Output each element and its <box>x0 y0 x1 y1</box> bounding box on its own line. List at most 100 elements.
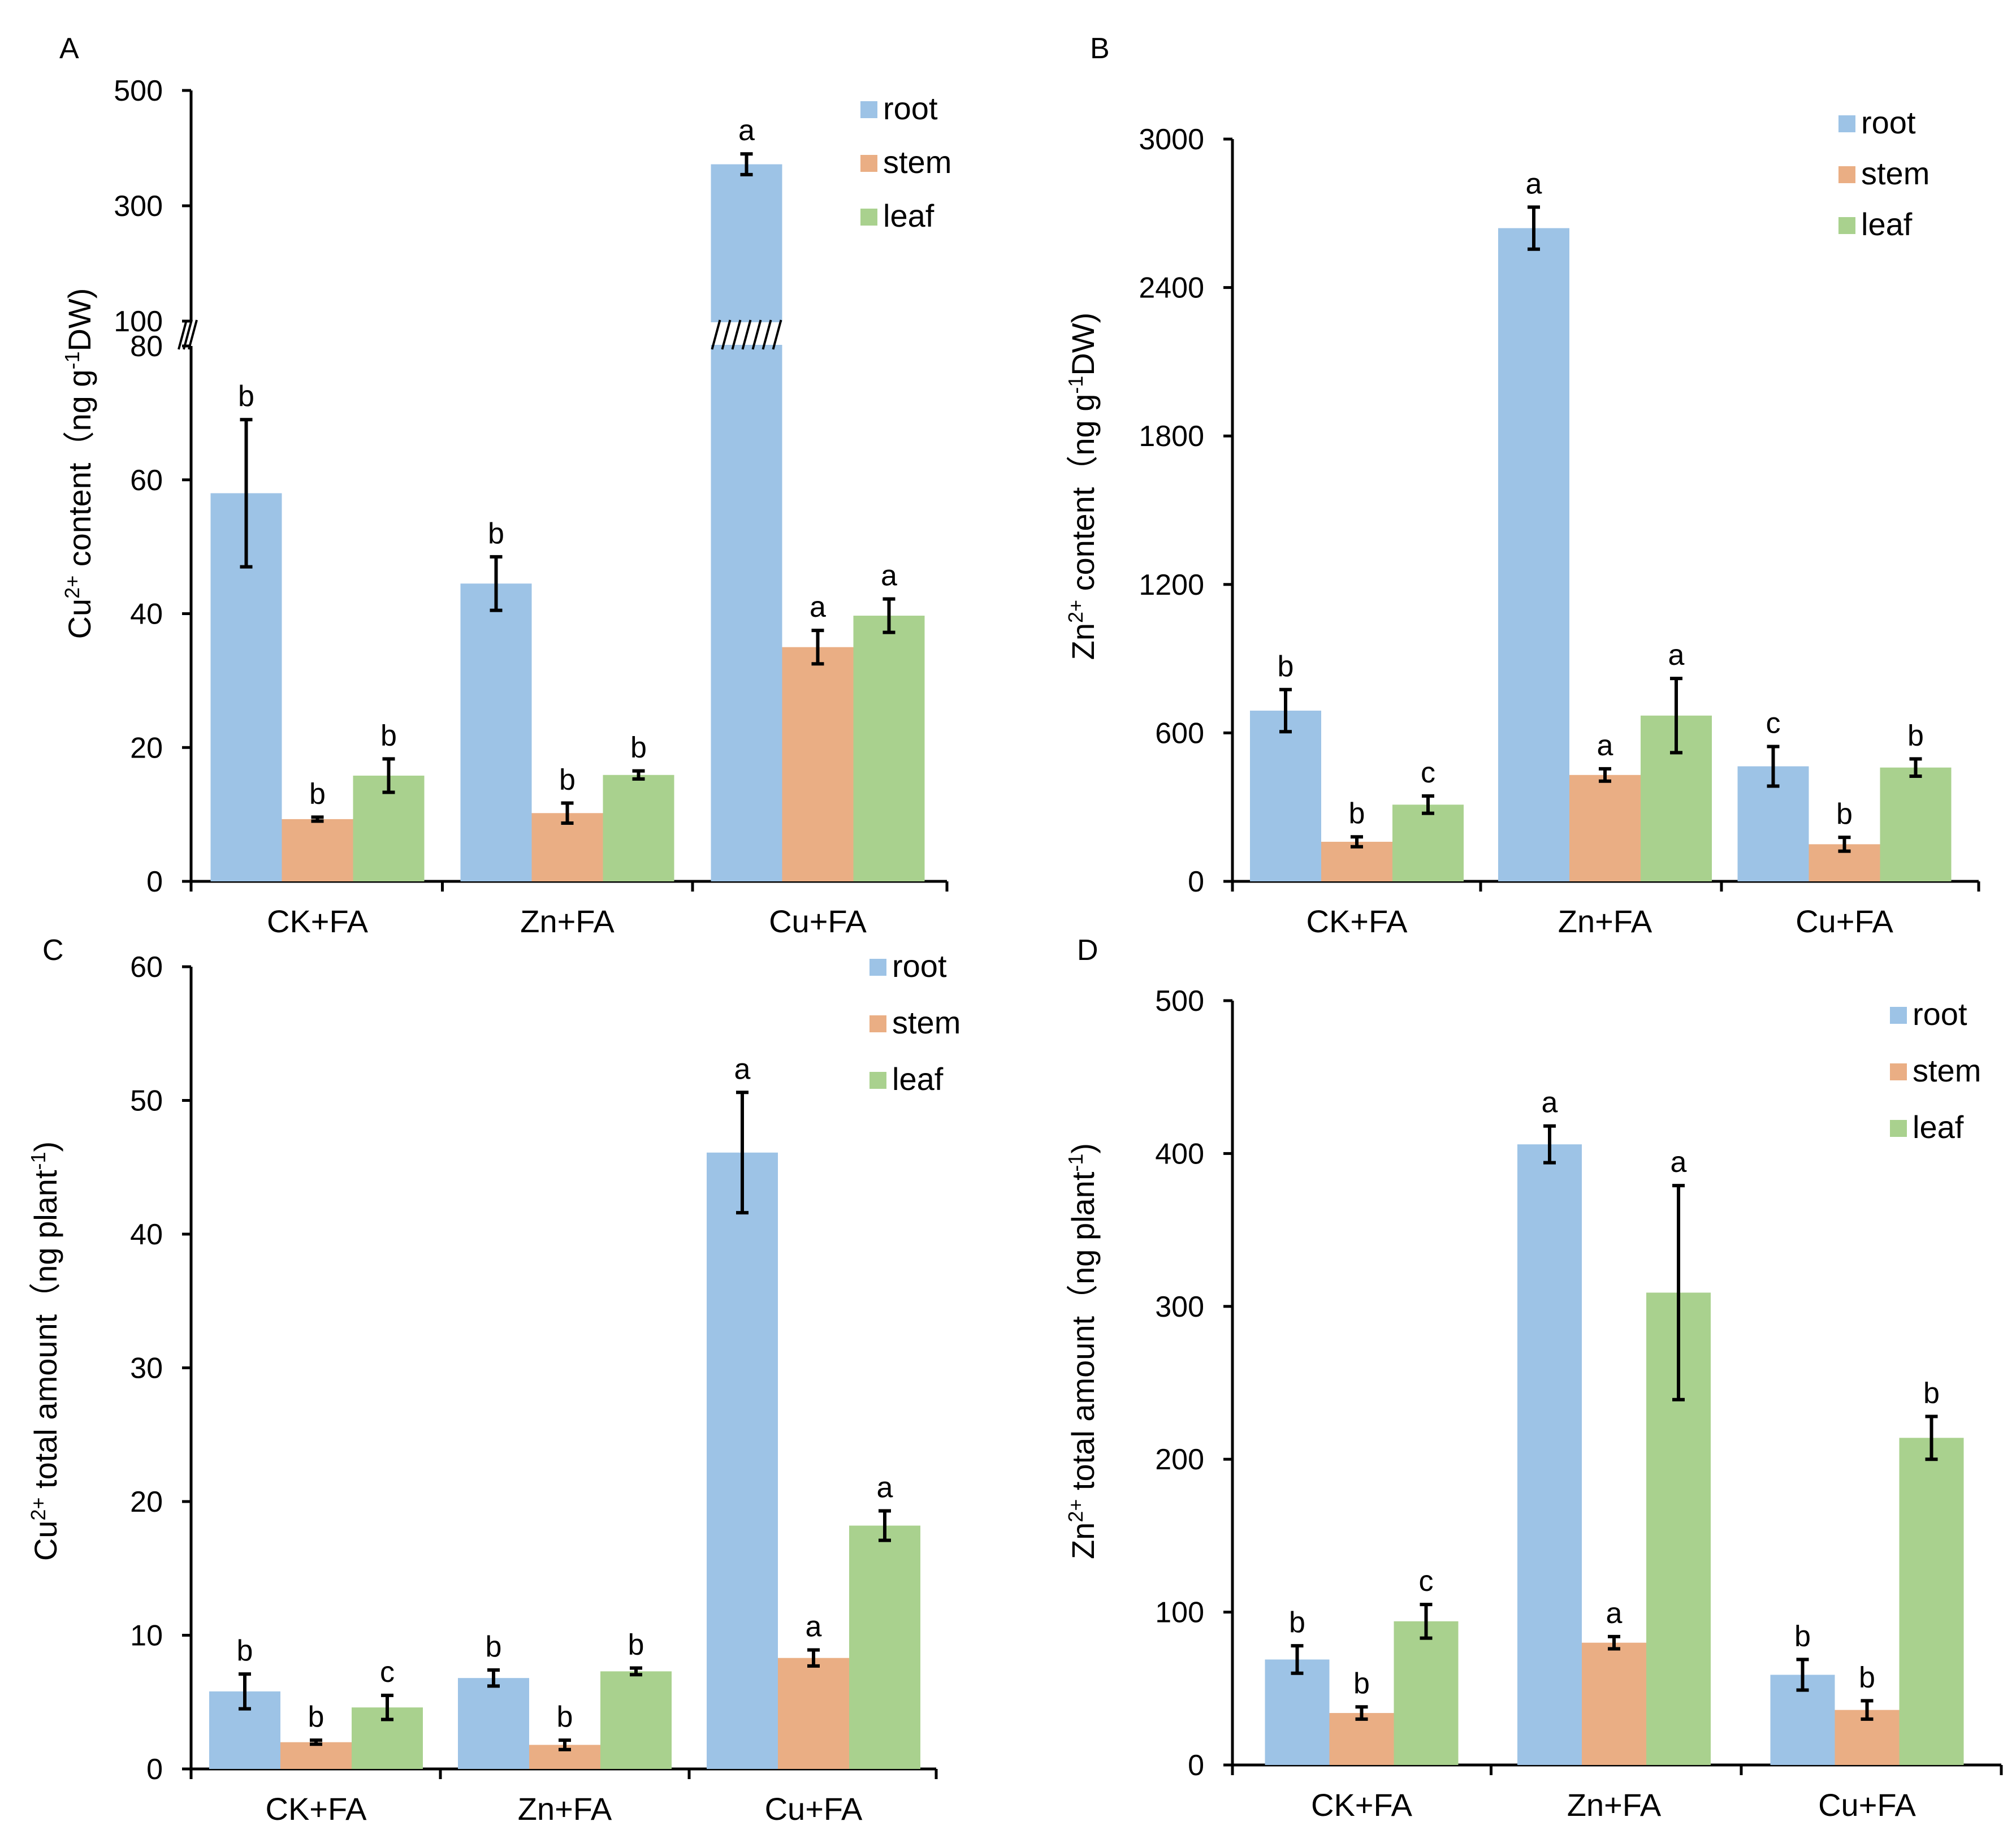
category-label: Zn+FA <box>520 903 615 939</box>
y-tick-label: 300 <box>1155 1291 1204 1323</box>
bar-break-mark <box>762 319 772 350</box>
panel-label: C <box>42 934 64 967</box>
category-label: Cu+FA <box>765 1791 863 1827</box>
legend-swatch-root <box>869 959 886 976</box>
y-tick-label: 3000 <box>1139 123 1204 156</box>
panel-label: D <box>1077 934 1098 967</box>
significance-letter: a <box>1606 1597 1623 1630</box>
significance-letter: a <box>1671 1146 1687 1179</box>
y-tick-label: 100 <box>114 305 163 338</box>
category-label: CK+FA <box>1311 1787 1413 1823</box>
legend-label-stem: stem <box>1913 1053 1981 1088</box>
y-axis-label: Cu2+ content（ng g-1DW) <box>60 288 97 639</box>
significance-letter: b <box>628 1628 644 1661</box>
bar-break-mark <box>741 319 752 350</box>
bar-root-zn-fa <box>1517 1144 1582 1765</box>
legend-label-root: root <box>892 948 947 984</box>
legend-label-leaf: leaf <box>1861 206 1913 242</box>
legend-swatch-leaf <box>860 209 877 226</box>
significance-letter: b <box>1907 719 1924 752</box>
panel-label: B <box>1090 32 1110 65</box>
significance-letter: c <box>1419 1565 1434 1598</box>
legend-swatch-leaf <box>1890 1120 1907 1137</box>
bar-leaf-cu-fa <box>849 1525 920 1769</box>
bar-root-cu-fa <box>707 1152 778 1769</box>
significance-letter: b <box>486 1630 502 1663</box>
legend-swatch-leaf <box>1838 217 1855 234</box>
y-tick-label: 40 <box>130 598 163 631</box>
y-tick-label: 60 <box>130 464 163 497</box>
legend-swatch-leaf <box>869 1072 886 1089</box>
bar-leaf-zn-fa <box>600 1671 672 1769</box>
significance-letter: b <box>1278 650 1294 683</box>
bar-leaf-cu-fa <box>1880 767 1952 881</box>
legend-swatch-root <box>860 101 877 118</box>
panel-d: D 0 100 200 300 400 500 b b c CK+FA a a a Zn+FA b b b Cu+F… <box>1064 934 2003 1823</box>
y-tick-label: 600 <box>1155 717 1204 750</box>
bar-stem-cu-fa <box>782 647 854 881</box>
significance-letter: b <box>559 764 576 797</box>
legend-label-stem: stem <box>1861 155 1930 191</box>
category-label: CK+FA <box>266 1791 367 1827</box>
bar-root-zn-fa <box>458 1678 529 1769</box>
bar-root-cu-fa <box>711 164 782 881</box>
axis-break-mark <box>178 319 188 350</box>
legend-label-leaf: leaf <box>883 198 935 233</box>
significance-letter: b <box>1289 1606 1305 1639</box>
bar-stem-zn-fa <box>1582 1642 1646 1765</box>
y-tick-label: 1200 <box>1139 569 1204 602</box>
bar-stem-ck-fa <box>1329 1713 1394 1765</box>
bar-stem-ck-fa <box>280 1742 352 1769</box>
significance-letter: b <box>309 777 326 810</box>
legend-label-stem: stem <box>883 144 951 180</box>
significance-letter: a <box>734 1053 751 1085</box>
y-tick-label: 300 <box>114 190 163 223</box>
category-label: Zn+FA <box>1567 1787 1662 1823</box>
significance-letter: b <box>1794 1620 1811 1652</box>
legend-swatch-stem <box>869 1015 886 1032</box>
legend-swatch-stem <box>1890 1063 1907 1080</box>
significance-letter: c <box>1421 756 1435 789</box>
significance-letter: a <box>806 1611 822 1643</box>
significance-letter: b <box>557 1701 573 1733</box>
y-tick-label: 500 <box>114 75 163 107</box>
category-label: Zn+FA <box>518 1791 612 1827</box>
legend-label-root: root <box>1861 105 1916 140</box>
significance-letter: b <box>1859 1661 1875 1694</box>
y-tick-label: 1800 <box>1139 420 1204 453</box>
axis-break-mark <box>188 319 198 350</box>
y-tick-label: 40 <box>130 1218 163 1251</box>
legend-label-root: root <box>883 90 938 126</box>
significance-letter: a <box>1668 639 1685 672</box>
y-tick-label: 0 <box>146 866 163 898</box>
significance-letter: b <box>1836 798 1853 830</box>
bar-break-mark <box>721 319 732 350</box>
panel-label: A <box>59 32 79 65</box>
panel-c: C 0 10 20 30 40 50 60 b b c CK+FA b b b Zn+FA a a a Cu+FA ro… <box>27 934 961 1827</box>
legend-label-leaf: leaf <box>892 1061 944 1097</box>
significance-letter: b <box>380 719 397 752</box>
y-axis-label: Zn2+ content（ng g-1DW) <box>1064 313 1101 660</box>
bar-leaf-ck-fa <box>1394 1621 1459 1765</box>
significance-letter: a <box>881 559 897 592</box>
bar-stem-zn-fa <box>1569 775 1641 881</box>
y-tick-label: 60 <box>130 951 163 984</box>
category-label: Zn+FA <box>1558 903 1652 939</box>
legend-label-leaf: leaf <box>1913 1109 1964 1145</box>
panel-b: B 0 600 1200 1800 2400 3000 b b c CK+FA a a a Zn+FA c b b… <box>1064 32 1980 939</box>
significance-letter: a <box>1597 729 1613 762</box>
significance-letter: b <box>238 380 254 413</box>
y-tick-label: 500 <box>1155 985 1204 1018</box>
bar-leaf-cu-fa <box>853 616 925 881</box>
bar-leaf-ck-fa <box>1392 804 1464 881</box>
y-tick-label: 20 <box>130 732 163 764</box>
significance-letter: b <box>1923 1377 1940 1409</box>
bar-root-zn-fa <box>460 583 532 881</box>
legend-swatch-root <box>1890 1007 1907 1024</box>
bar-leaf-cu-fa <box>1899 1438 1964 1765</box>
bar-root-ck-fa <box>1265 1659 1330 1765</box>
bar-break-mark <box>751 319 762 350</box>
legend-label-root: root <box>1913 996 1967 1032</box>
y-tick-label: 2400 <box>1139 272 1204 305</box>
